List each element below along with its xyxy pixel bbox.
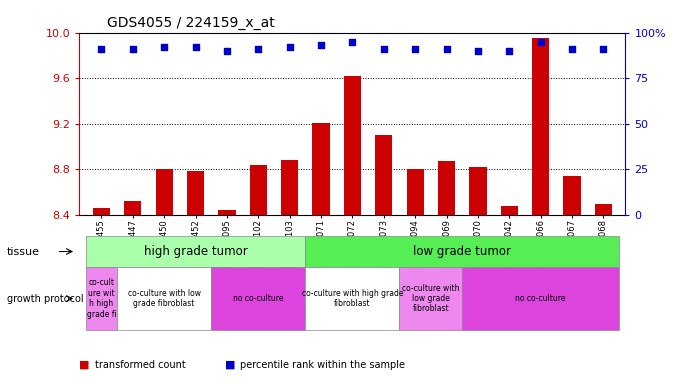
Bar [344, 76, 361, 215]
Point [253, 46, 264, 52]
Text: no co-culture: no co-culture [233, 294, 283, 303]
Text: no co-culture: no co-culture [515, 294, 566, 303]
Point [127, 46, 138, 52]
Point [190, 44, 201, 50]
Bar [124, 201, 142, 215]
Bar [375, 135, 392, 215]
Point [378, 46, 389, 52]
Point [410, 46, 421, 52]
Text: ■: ■ [225, 360, 235, 370]
Point [347, 39, 358, 45]
Bar [155, 169, 173, 215]
Bar [218, 210, 236, 215]
Bar [281, 160, 299, 215]
Point [284, 44, 295, 50]
Text: co-culture with high grade
fibroblast: co-culture with high grade fibroblast [302, 289, 403, 308]
Point [441, 46, 452, 52]
Point [96, 46, 107, 52]
Text: co-culture with
low grade
fibroblast: co-culture with low grade fibroblast [402, 284, 460, 313]
Bar [501, 206, 518, 215]
Text: ■: ■ [79, 360, 90, 370]
Point [473, 48, 484, 54]
Point [598, 46, 609, 52]
Text: tissue: tissue [7, 247, 40, 257]
Text: high grade tumor: high grade tumor [144, 245, 247, 258]
Text: percentile rank within the sample: percentile rank within the sample [240, 360, 405, 370]
Point [159, 44, 170, 50]
Bar [438, 161, 455, 215]
Text: low grade tumor: low grade tumor [413, 245, 511, 258]
Point [316, 42, 327, 48]
Text: co-culture with low
grade fibroblast: co-culture with low grade fibroblast [128, 289, 200, 308]
Bar [187, 170, 204, 215]
Bar [312, 123, 330, 215]
Text: co-cult
ure wit
h high
grade fi: co-cult ure wit h high grade fi [86, 278, 116, 319]
Point [504, 48, 515, 54]
Text: transformed count: transformed count [95, 360, 185, 370]
Bar [249, 165, 267, 215]
Bar [469, 167, 486, 215]
Bar [406, 169, 424, 215]
Point [535, 39, 546, 45]
Bar [93, 208, 110, 215]
Text: GDS4055 / 224159_x_at: GDS4055 / 224159_x_at [106, 16, 274, 30]
Point [567, 46, 578, 52]
Bar [595, 204, 612, 215]
Text: growth protocol: growth protocol [7, 293, 84, 304]
Bar [563, 176, 580, 215]
Bar [532, 38, 549, 215]
Point [221, 48, 232, 54]
